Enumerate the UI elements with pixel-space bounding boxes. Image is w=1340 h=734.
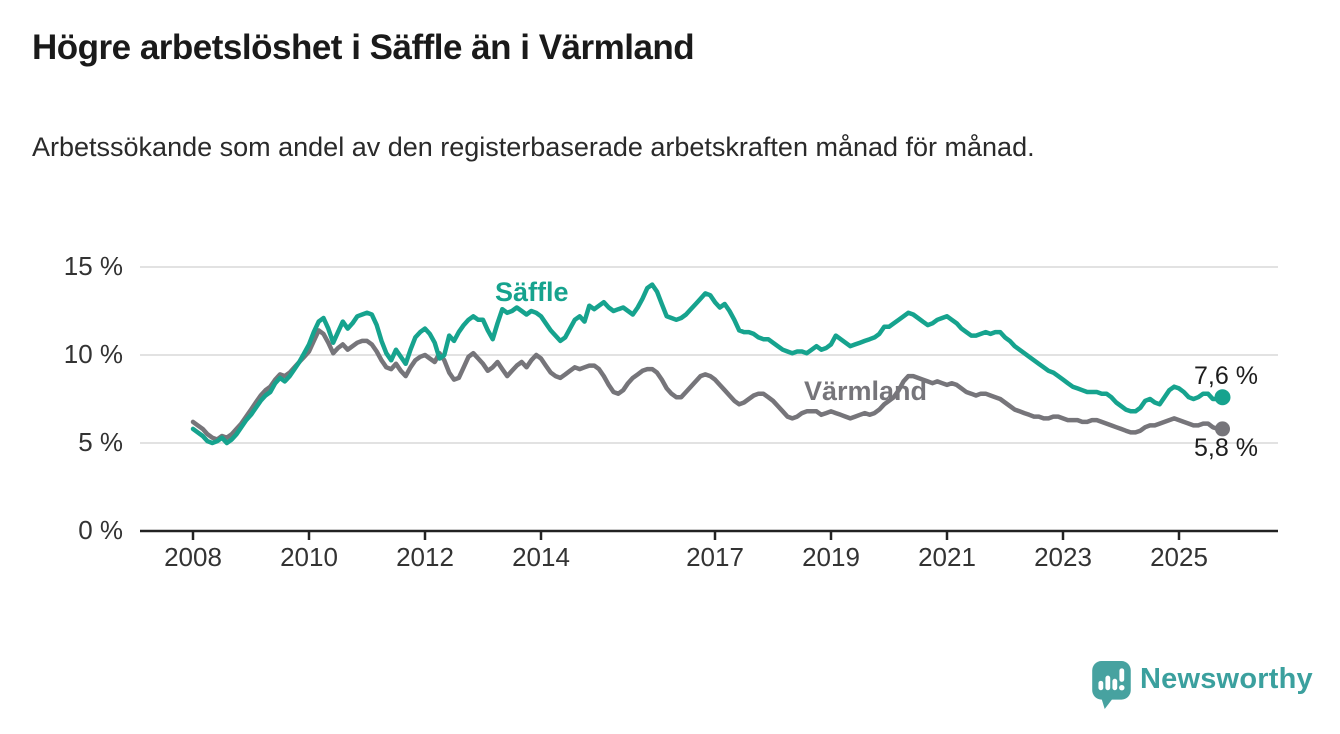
- x-tick-label: 2025: [1150, 542, 1208, 572]
- y-tick-label: 10 %: [63, 339, 123, 369]
- chart-subtitle: Arbetssökande som andel av den registerb…: [32, 132, 1035, 162]
- x-tick-label: 2019: [802, 542, 860, 572]
- page-title: Högre arbetslöshet i Säffle än i Värmlan…: [32, 28, 695, 67]
- y-tick-label: 0 %: [78, 515, 123, 545]
- bar-chart-speech-bubble-icon: [1092, 661, 1131, 709]
- end-value-label-varmland: 5,8 %: [1194, 434, 1258, 462]
- series-label-varmland: Värmland: [804, 376, 928, 406]
- x-tick-label: 2023: [1034, 542, 1092, 572]
- y-tick-label: 15 %: [63, 251, 123, 281]
- series-line-värmland: [190, 328, 1225, 442]
- newsworthy-logo-text: Newsworthy: [1140, 663, 1313, 695]
- series-line-säffle: [190, 282, 1225, 446]
- x-tick-label: 2017: [686, 542, 744, 572]
- y-tick-label: 5 %: [78, 427, 123, 457]
- x-tick-label: 2008: [164, 542, 222, 572]
- series-label-saffle: Säffle: [495, 277, 569, 307]
- x-tick-label: 2012: [396, 542, 454, 572]
- end-value-label-saffle: 7,6 %: [1194, 362, 1258, 390]
- x-tick-label: 2010: [280, 542, 338, 572]
- x-tick-label: 2014: [512, 542, 570, 572]
- series-end-dot-säffle: [1214, 389, 1231, 406]
- x-tick-label: 2021: [918, 542, 976, 572]
- series-end-dot-värmland: [1215, 421, 1230, 437]
- newsworthy-logo: Newsworthy: [1090, 660, 1313, 710]
